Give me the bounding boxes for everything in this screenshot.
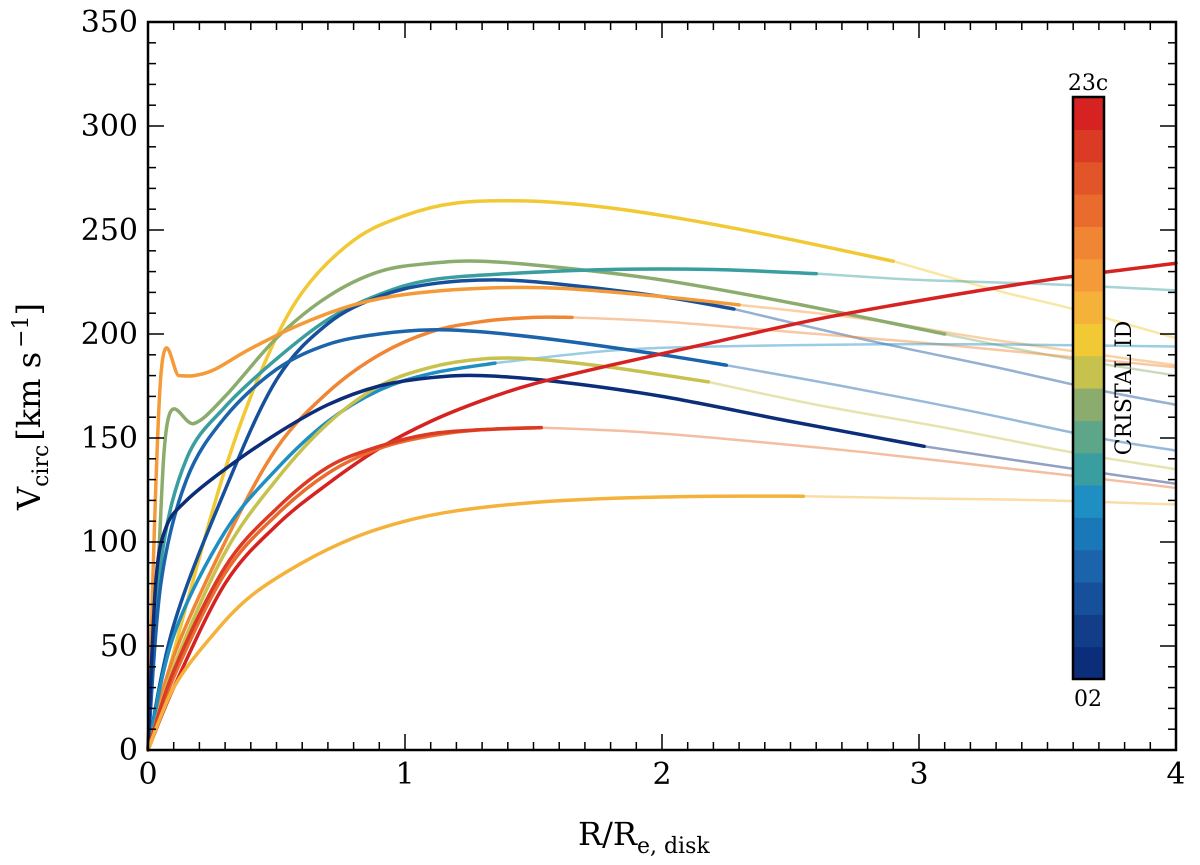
colorbar-segment [1073, 129, 1104, 163]
colorbar-segment [1073, 485, 1104, 518]
y-tick-label: 150 [81, 421, 138, 456]
curve-orange-top [146, 285, 741, 752]
colorbar-segment [1073, 452, 1104, 486]
curve-orange-medium [146, 315, 574, 752]
y-tick-label: 0 [119, 733, 138, 768]
curve-navy [146, 373, 926, 752]
y-axis-title-unit: [km s [10, 352, 48, 441]
x-axis-title-sub: e, disk [637, 834, 710, 859]
colorbar-frame [1071, 95, 1106, 681]
curve-red-rising [146, 261, 1178, 752]
x-tick-label: 4 [1166, 757, 1185, 792]
curves-layer [146, 198, 1178, 752]
curve-darkblue-mid-extrapolated [732, 307, 1178, 406]
y-tick-label: 300 [81, 109, 138, 144]
colorbar-segment [1073, 97, 1104, 130]
curve-redorange-low-extrapolated [539, 426, 1178, 490]
colorbar-segment [1073, 161, 1104, 195]
curve-orange-medium-extrapolated [570, 316, 1178, 369]
curve-orangeyellow-low-extrapolated [802, 494, 1178, 506]
y-tick-label: 250 [81, 213, 138, 248]
colorbar-title: CRISTAL ID [1112, 321, 1137, 455]
y-axis-title-sub: circ [29, 445, 54, 487]
colorbar-segment [1073, 549, 1104, 583]
colorbar-top-label: 23c [1068, 71, 1108, 96]
colorbar-segment [1073, 646, 1104, 680]
y-tick-label: 50 [100, 629, 138, 664]
curve-olive-extrapolated [707, 380, 1178, 471]
y-axis-title-close: ] [10, 303, 48, 315]
colorbar-segment [1073, 517, 1104, 551]
y-axis-title-main: V [10, 486, 48, 511]
curve-teal-flat-extrapolated [814, 272, 1178, 292]
curve-lightblue-extrapolated [493, 342, 1178, 365]
y-tick-label: 200 [81, 317, 138, 352]
x-tick-label: 2 [652, 757, 671, 792]
colorbar-segment [1073, 614, 1104, 648]
ticks-layer [147, 21, 1177, 751]
x-tick-label: 1 [395, 757, 414, 792]
colorbar-segment [1073, 258, 1104, 292]
y-axis-title: Vcirc [km s −1] [9, 303, 54, 511]
colorbar-segment [1073, 420, 1104, 454]
y-tick-label: 350 [81, 5, 138, 40]
colorbar-segment [1073, 291, 1104, 324]
curve-yellow-peak-extrapolated [892, 259, 1178, 340]
plot-frame [146, 20, 1178, 752]
tick-labels-layer: 0 1 2 3 4 0 50 100 150 200 250 300 350 [81, 5, 1186, 792]
colorbar-segment [1073, 323, 1104, 357]
curve-olive [146, 356, 711, 752]
x-tick-label: 3 [909, 757, 928, 792]
colorbar-segment [1073, 355, 1104, 389]
y-axis-title-exp: −1 [9, 315, 34, 347]
curve-red-low [146, 425, 543, 752]
colorbar: 23c 02 CRISTAL ID [1068, 71, 1137, 712]
curve-blue-mid [146, 328, 728, 752]
curve-blue-mid-extrapolated [725, 363, 1178, 452]
curve-yellow-peak [146, 198, 896, 752]
colorbar-segment [1073, 226, 1104, 260]
curve-green-high-extrapolated [943, 332, 1178, 377]
x-tick-label: 0 [138, 757, 157, 792]
curve-green-high [146, 259, 947, 752]
colorbar-segments [1073, 97, 1104, 680]
curve-lightblue [146, 361, 497, 752]
curve-orange-top-extrapolated [737, 303, 1178, 367]
colorbar-bottom-label: 02 [1074, 687, 1102, 712]
colorbar-segment [1073, 194, 1104, 227]
y-tick-label: 100 [81, 525, 138, 560]
colorbar-segment [1073, 582, 1104, 615]
x-axis-title: R/Re, disk [578, 815, 710, 859]
curve-navy-extrapolated [922, 445, 1178, 486]
curve-orangeyellow-low [146, 494, 806, 752]
x-axis-title-main: R/R [578, 815, 638, 853]
colorbar-segment [1073, 388, 1104, 421]
